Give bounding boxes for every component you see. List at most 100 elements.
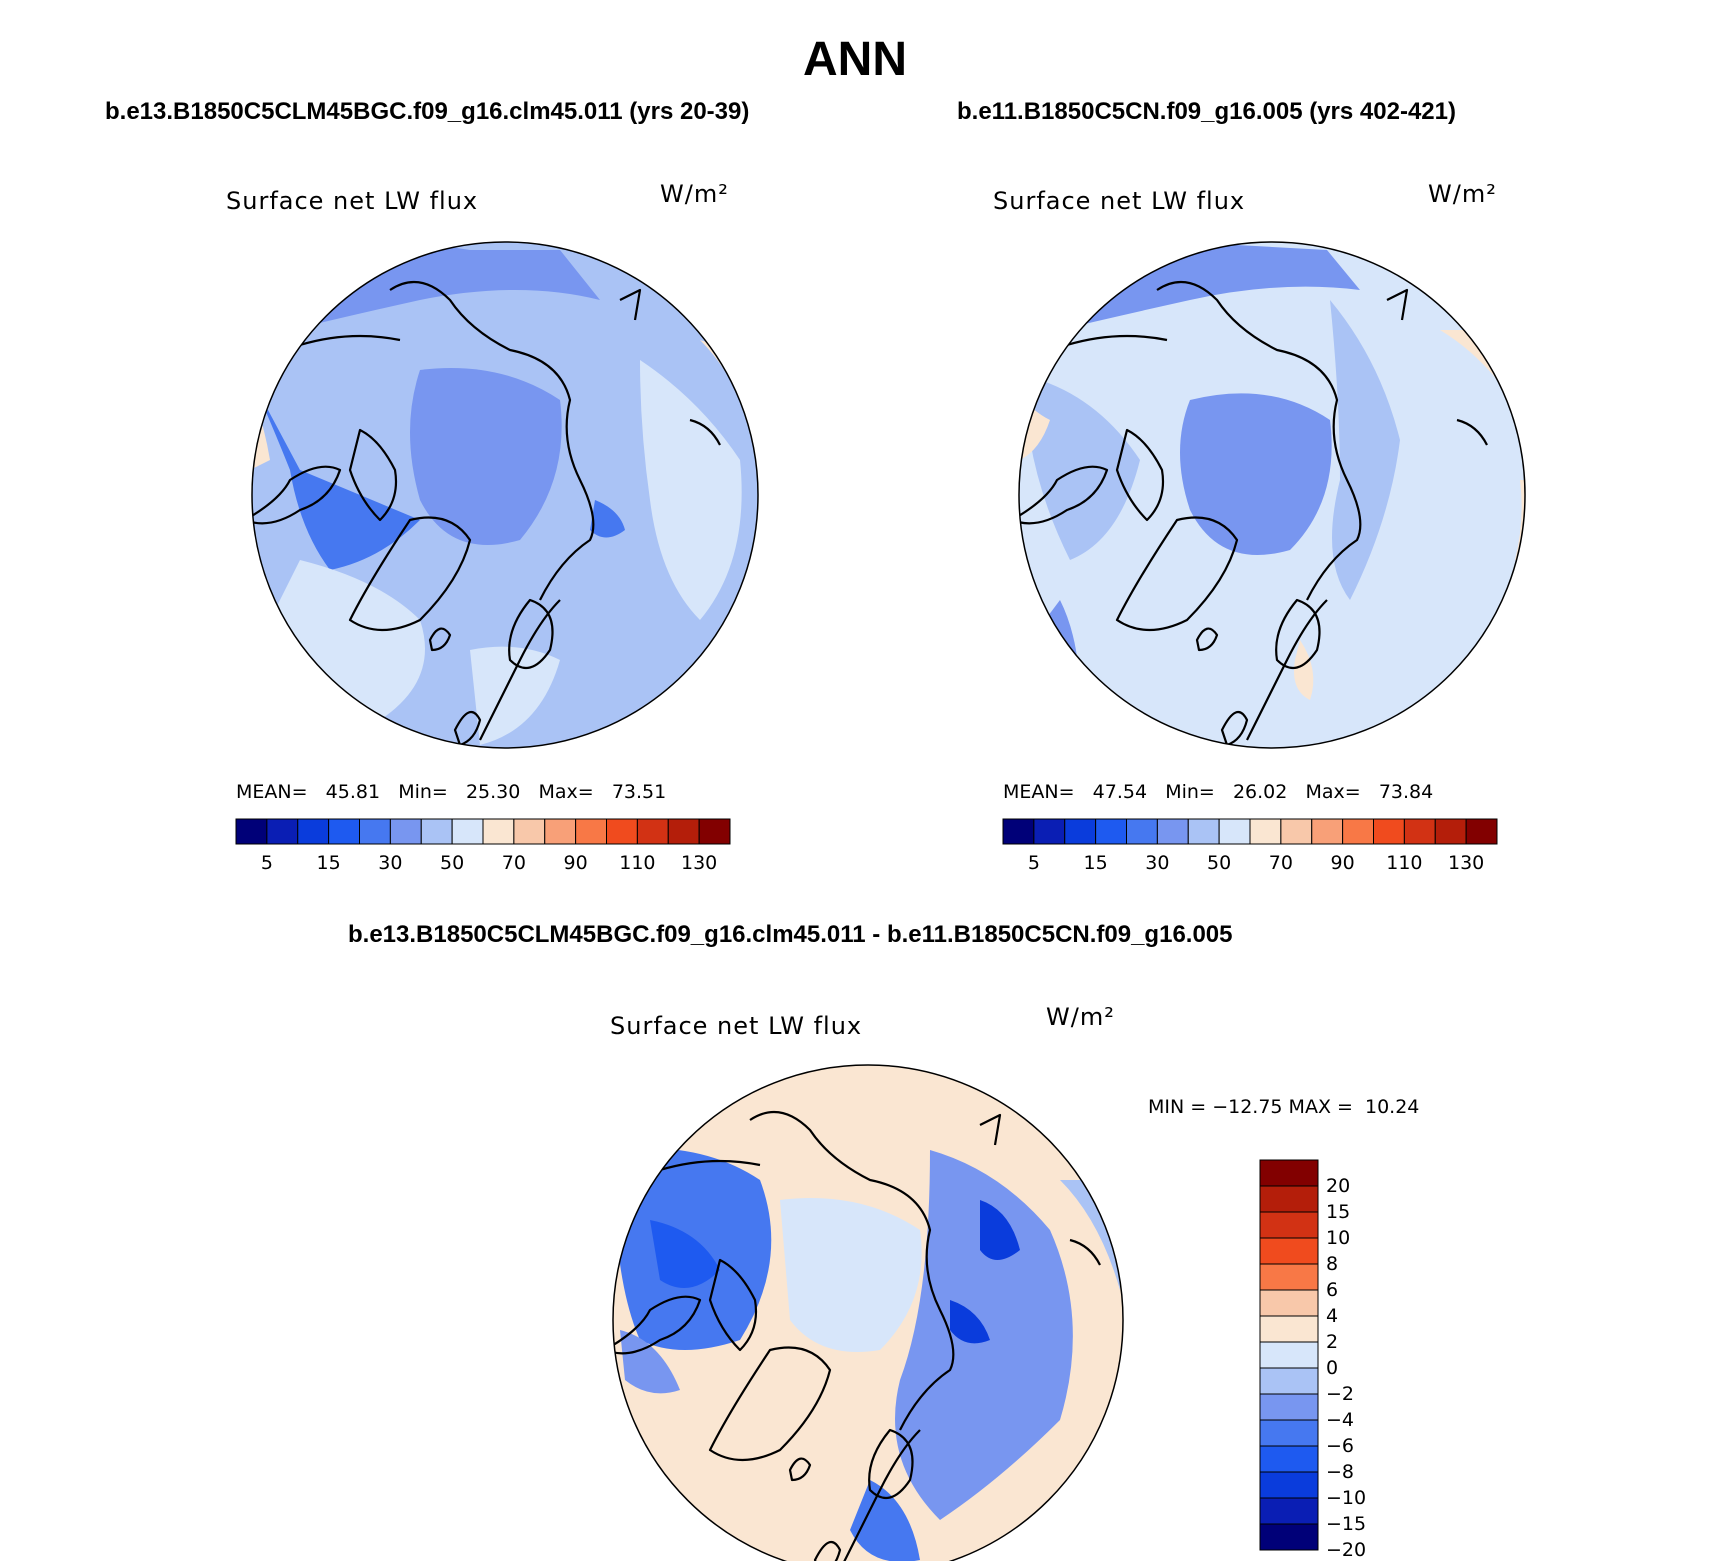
difference-colorbar-swatch xyxy=(1259,1419,1319,1447)
panel-2-mean-value: 47.54 xyxy=(1092,781,1148,803)
difference-colorbar-swatch xyxy=(1259,1159,1319,1187)
difference-colorbar-swatch xyxy=(1259,1185,1319,1213)
panel-1-colorbar-swatch xyxy=(328,818,360,845)
panel-2-colorbar-tick-label: 5 xyxy=(1027,852,1040,874)
panel-1-colorbar-swatch xyxy=(544,818,577,845)
difference-variable-label: Surface net LW flux xyxy=(610,1012,863,1040)
difference-colorbar-swatch xyxy=(1259,1523,1319,1551)
panel-1-max-value: 73.51 xyxy=(611,781,667,803)
difference-colorbar-tick-label: −8 xyxy=(1326,1461,1355,1483)
panel-1-colorbar-tick-label: 50 xyxy=(440,852,465,874)
panel-1-colorbar xyxy=(235,818,731,845)
panel-2-colorbar-swatch xyxy=(1434,818,1467,845)
difference-colorbar-tick-label: 10 xyxy=(1326,1227,1351,1249)
difference-colorbar-tick-label: 4 xyxy=(1326,1305,1339,1327)
panel-1-colorbar-swatch xyxy=(297,818,330,845)
panel-1-colorbar-tick-label: 130 xyxy=(680,852,718,874)
panel-2-mean-label: MEAN= xyxy=(1003,781,1075,803)
panel-1-colorbar-swatch xyxy=(266,818,299,845)
panel-1-colorbar-swatch xyxy=(420,818,453,845)
panel-1-colorbar-swatch xyxy=(636,818,669,845)
panel-1-colorbar-swatch xyxy=(359,818,391,845)
panel-2-colorbar-tick-label: 50 xyxy=(1207,852,1232,874)
panel-2-colorbar-tick-label: 30 xyxy=(1145,852,1170,874)
main-title: ANN xyxy=(803,33,907,86)
panel-2-colorbar-swatch xyxy=(1280,818,1313,845)
panel-1-colorbar-tick-label: 70 xyxy=(501,852,526,874)
panel-1-colorbar-swatch xyxy=(667,818,700,845)
panel-1-colorbar-swatch xyxy=(451,818,484,845)
panel-1-case-title: b.e13.B1850C5CLM45BGC.f09_g16.clm45.011 … xyxy=(105,98,750,125)
panel-1-colorbar-swatch xyxy=(575,818,607,845)
panel-2-colorbar-swatch xyxy=(1033,818,1066,845)
difference-colorbar-tick-label: −15 xyxy=(1326,1513,1367,1535)
difference-colorbar-swatch xyxy=(1259,1237,1319,1265)
difference-colorbar-swatch xyxy=(1259,1445,1319,1473)
difference-colorbar-swatch xyxy=(1259,1211,1319,1239)
panel-2-colorbar-swatch xyxy=(1002,818,1035,845)
panel-1-polar-map xyxy=(251,241,759,749)
panel-2-colorbar-tick-label: 130 xyxy=(1447,852,1485,874)
difference-colorbar-tick-label: −6 xyxy=(1326,1435,1355,1457)
difference-colorbar-swatch xyxy=(1259,1393,1319,1421)
panel-2-colorbar xyxy=(1002,818,1498,845)
difference-colorbar-swatch xyxy=(1259,1367,1319,1395)
difference-colorbar xyxy=(1259,1159,1319,1551)
panel-2-colorbar-swatch xyxy=(1218,818,1251,845)
difference-colorbar-swatch xyxy=(1259,1471,1319,1499)
panel-2-colorbar-tick-label: 70 xyxy=(1268,852,1293,874)
panel-1-units: W/m² xyxy=(660,180,729,208)
panel-1-colorbar-swatch xyxy=(389,818,422,845)
difference-case-title: b.e13.B1850C5CLM45BGC.f09_g16.clm45.011 … xyxy=(348,921,1233,948)
difference-colorbar-tick-label: −4 xyxy=(1326,1409,1355,1431)
panel-1-variable-label: Surface net LW flux xyxy=(226,187,479,215)
panel-2-colorbar-swatch xyxy=(1156,818,1189,845)
panel-1-mean-value: 45.81 xyxy=(325,781,381,803)
difference-colorbar-swatch xyxy=(1259,1497,1319,1525)
difference-colorbar-swatch xyxy=(1259,1315,1319,1343)
panel-2-min-value: 26.02 xyxy=(1232,781,1288,803)
difference-units: W/m² xyxy=(1046,1003,1115,1031)
panel-2-max-label: Max= xyxy=(1305,781,1361,803)
panel-1-max-label: Max= xyxy=(538,781,594,803)
panel-1-colorbar-swatch xyxy=(513,818,546,845)
panel-1-colorbar-swatch xyxy=(482,818,515,845)
difference-colorbar-tick-label: 2 xyxy=(1326,1331,1339,1353)
panel-1-colorbar-tick-label: 30 xyxy=(378,852,403,874)
panel-1-colorbar-tick-label: 5 xyxy=(260,852,273,874)
panel-2-case-title: b.e11.B1850C5CN.f09_g16.005 (yrs 402-421… xyxy=(957,98,1456,125)
panel-2-colorbar-tick-label: 110 xyxy=(1386,852,1423,874)
panel-2-colorbar-swatch xyxy=(1403,818,1436,845)
panel-2-variable-label: Surface net LW flux xyxy=(993,187,1246,215)
difference-colorbar-tick-label: 15 xyxy=(1326,1201,1351,1223)
difference-polar-map xyxy=(612,1064,1124,1561)
panel-1-min-label: Min= xyxy=(398,781,448,803)
panel-2-colorbar-swatch xyxy=(1465,818,1498,845)
panel-1-colorbar-swatch xyxy=(235,818,268,845)
difference-colorbar-swatch xyxy=(1259,1263,1319,1291)
panel-1-colorbar-tick-label: 15 xyxy=(316,852,341,874)
panel-2-colorbar-tick-label: 90 xyxy=(1330,852,1355,874)
difference-colorbar-tick-label: −20 xyxy=(1326,1539,1367,1561)
panel-2-polar-map xyxy=(1018,241,1526,749)
difference-colorbar-tick-label: −10 xyxy=(1326,1487,1367,1509)
panel-1-min-value: 25.30 xyxy=(465,781,521,803)
panel-2-colorbar-swatch xyxy=(1095,818,1127,845)
panel-1-stats: MEAN= 45.81 Min= 25.30 Max= 73.51 xyxy=(236,781,666,803)
difference-colorbar-tick-label: 6 xyxy=(1326,1279,1339,1301)
difference-colorbar-swatch xyxy=(1259,1289,1319,1317)
panel-2-colorbar-swatch xyxy=(1311,818,1344,845)
panel-2-colorbar-swatch xyxy=(1064,818,1097,845)
panel-2-colorbar-swatch xyxy=(1342,818,1374,845)
panel-1-colorbar-swatch xyxy=(606,818,638,845)
panel-2-max-value: 73.84 xyxy=(1378,781,1434,803)
panel-2-colorbar-swatch xyxy=(1126,818,1158,845)
panel-1-colorbar-tick-label: 90 xyxy=(563,852,588,874)
difference-colorbar-tick-label: −2 xyxy=(1326,1383,1355,1405)
panel-1-colorbar-tick-label: 110 xyxy=(619,852,656,874)
difference-colorbar-tick-label: 8 xyxy=(1326,1253,1339,1275)
panel-2-colorbar-swatch xyxy=(1187,818,1220,845)
difference-colorbar-tick-label: 0 xyxy=(1326,1357,1339,1379)
panel-2-units: W/m² xyxy=(1428,180,1497,208)
